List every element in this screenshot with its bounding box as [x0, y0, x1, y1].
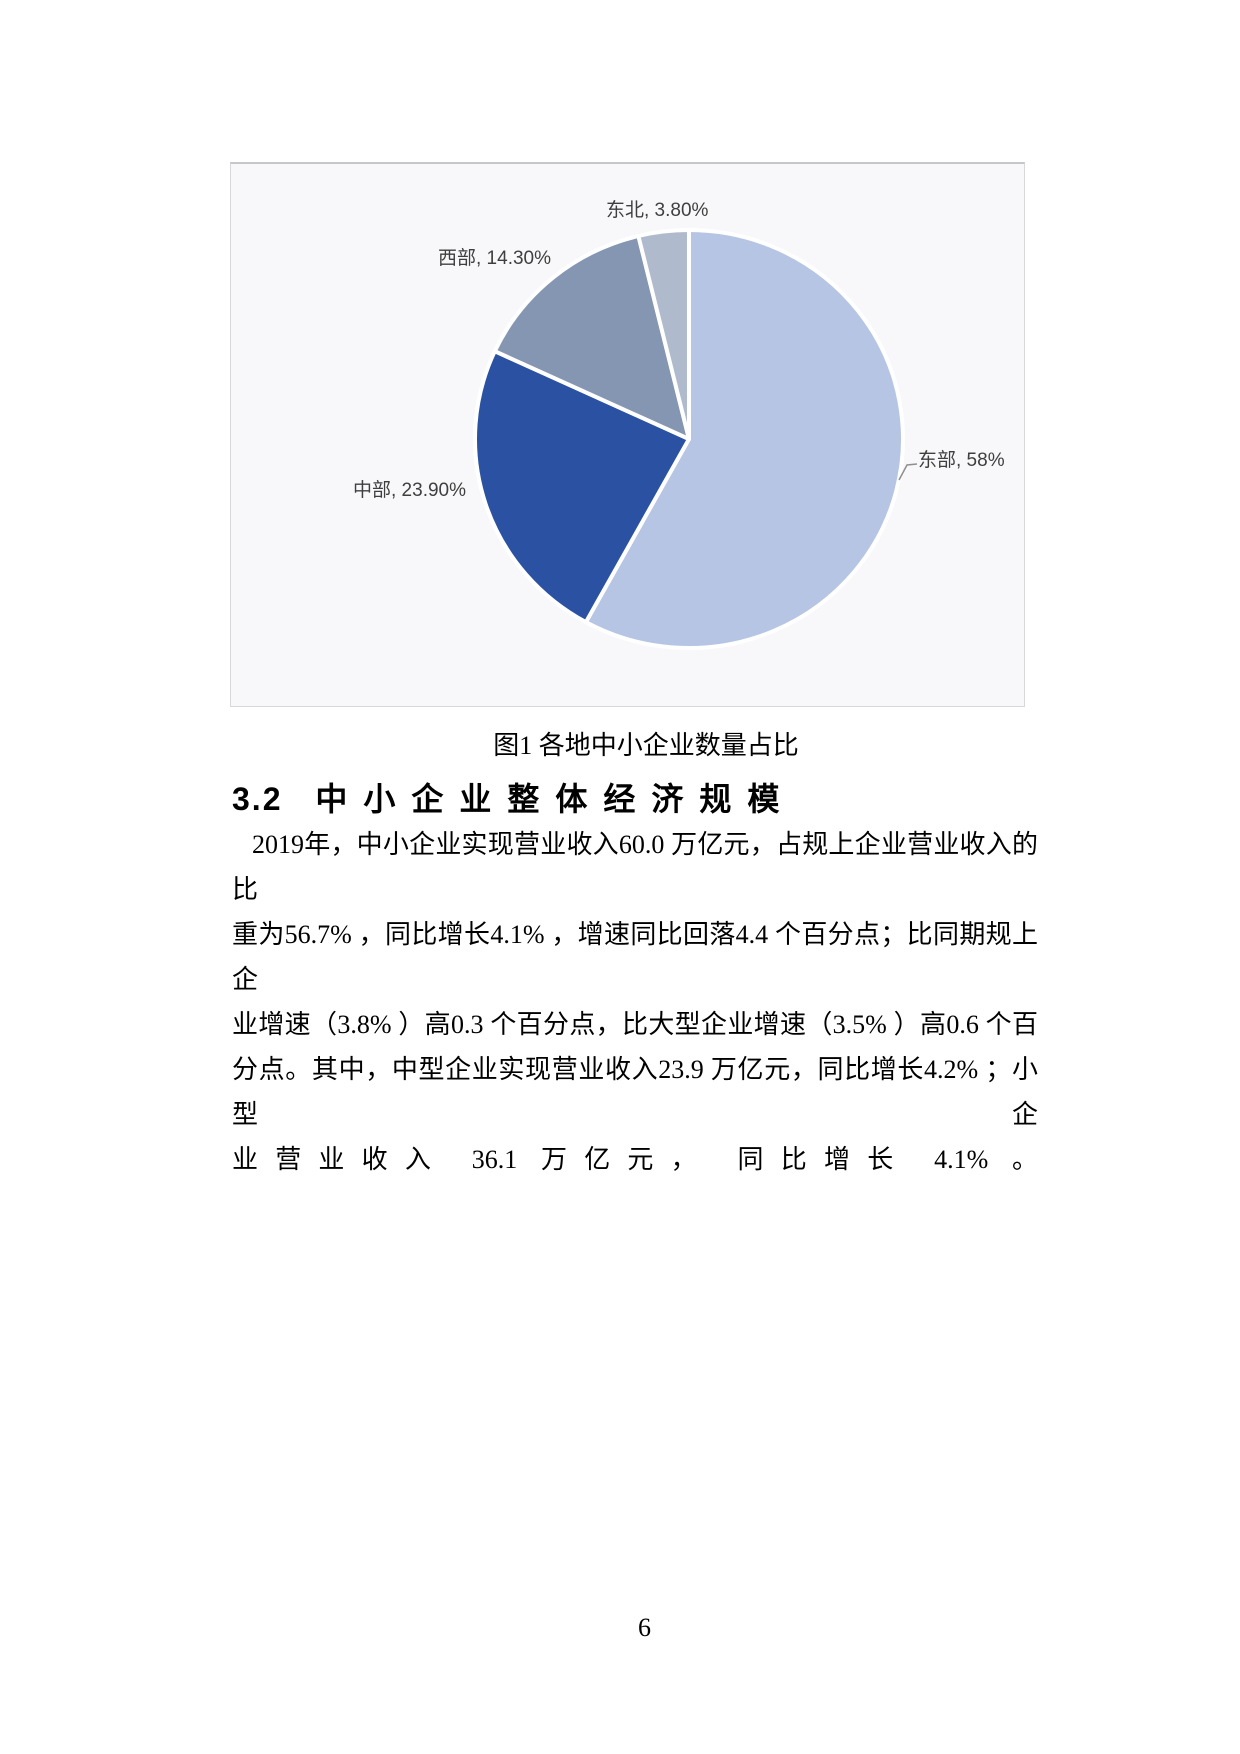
body-paragraph: 2019年，中小企业实现营业收入60.0 万亿元，占规上企业营业收入的比 重为56… — [232, 822, 1038, 1182]
paragraph-line-3: 业增速（3.8% ）高0.3 个百分点，比大型企业增速（3.5% ）高0.6 个… — [232, 1010, 1038, 1039]
pie-slice-2 — [492, 233, 691, 441]
pie-slice-0 — [583, 228, 905, 650]
pie-leader-line — [898, 463, 918, 481]
pie-chart — [473, 228, 918, 650]
figure-chart: 东部, 58% 中部, 23.90% 西部, 14.30% 东北, 3.80% — [230, 162, 1025, 707]
paragraph-line-1: 2019年，中小企业实现营业收入60.0 万亿元，占规上企业营业收入的比 — [232, 830, 1038, 904]
pie-label-2: 西部, 14.30% — [438, 248, 551, 269]
paragraph-line-2: 重为56.7% ，同比增长4.1% ，增速同比回落4.4 个百分点；比同期规上企 — [232, 920, 1038, 994]
paragraph-line-4: 分点。其中，中型企业实现营业收入23.9 万亿元，同比增长4.2% ；小型企 — [232, 1055, 1038, 1129]
pie-label-3: 东北, 3.80% — [606, 200, 709, 221]
pie-slice-3 — [636, 228, 691, 441]
figure-caption: 图1 各地中小企业数量占比 — [493, 731, 799, 760]
pie-slice-1 — [473, 349, 691, 625]
section-title: 中小企业整体经济规模 — [315, 781, 796, 817]
section-heading: 3.2 中小企业整体经济规模 — [232, 779, 795, 819]
pie-label-0: 东部, 58% — [918, 450, 1005, 471]
pie-label-1: 中部, 23.90% — [353, 480, 466, 501]
paragraph-line-5: 业营业收入 36.1 万亿元， 同比增长 4.1% 。 — [232, 1145, 1038, 1174]
page-number: 6 — [638, 1613, 651, 1642]
section-number: 3.2 — [232, 781, 283, 817]
